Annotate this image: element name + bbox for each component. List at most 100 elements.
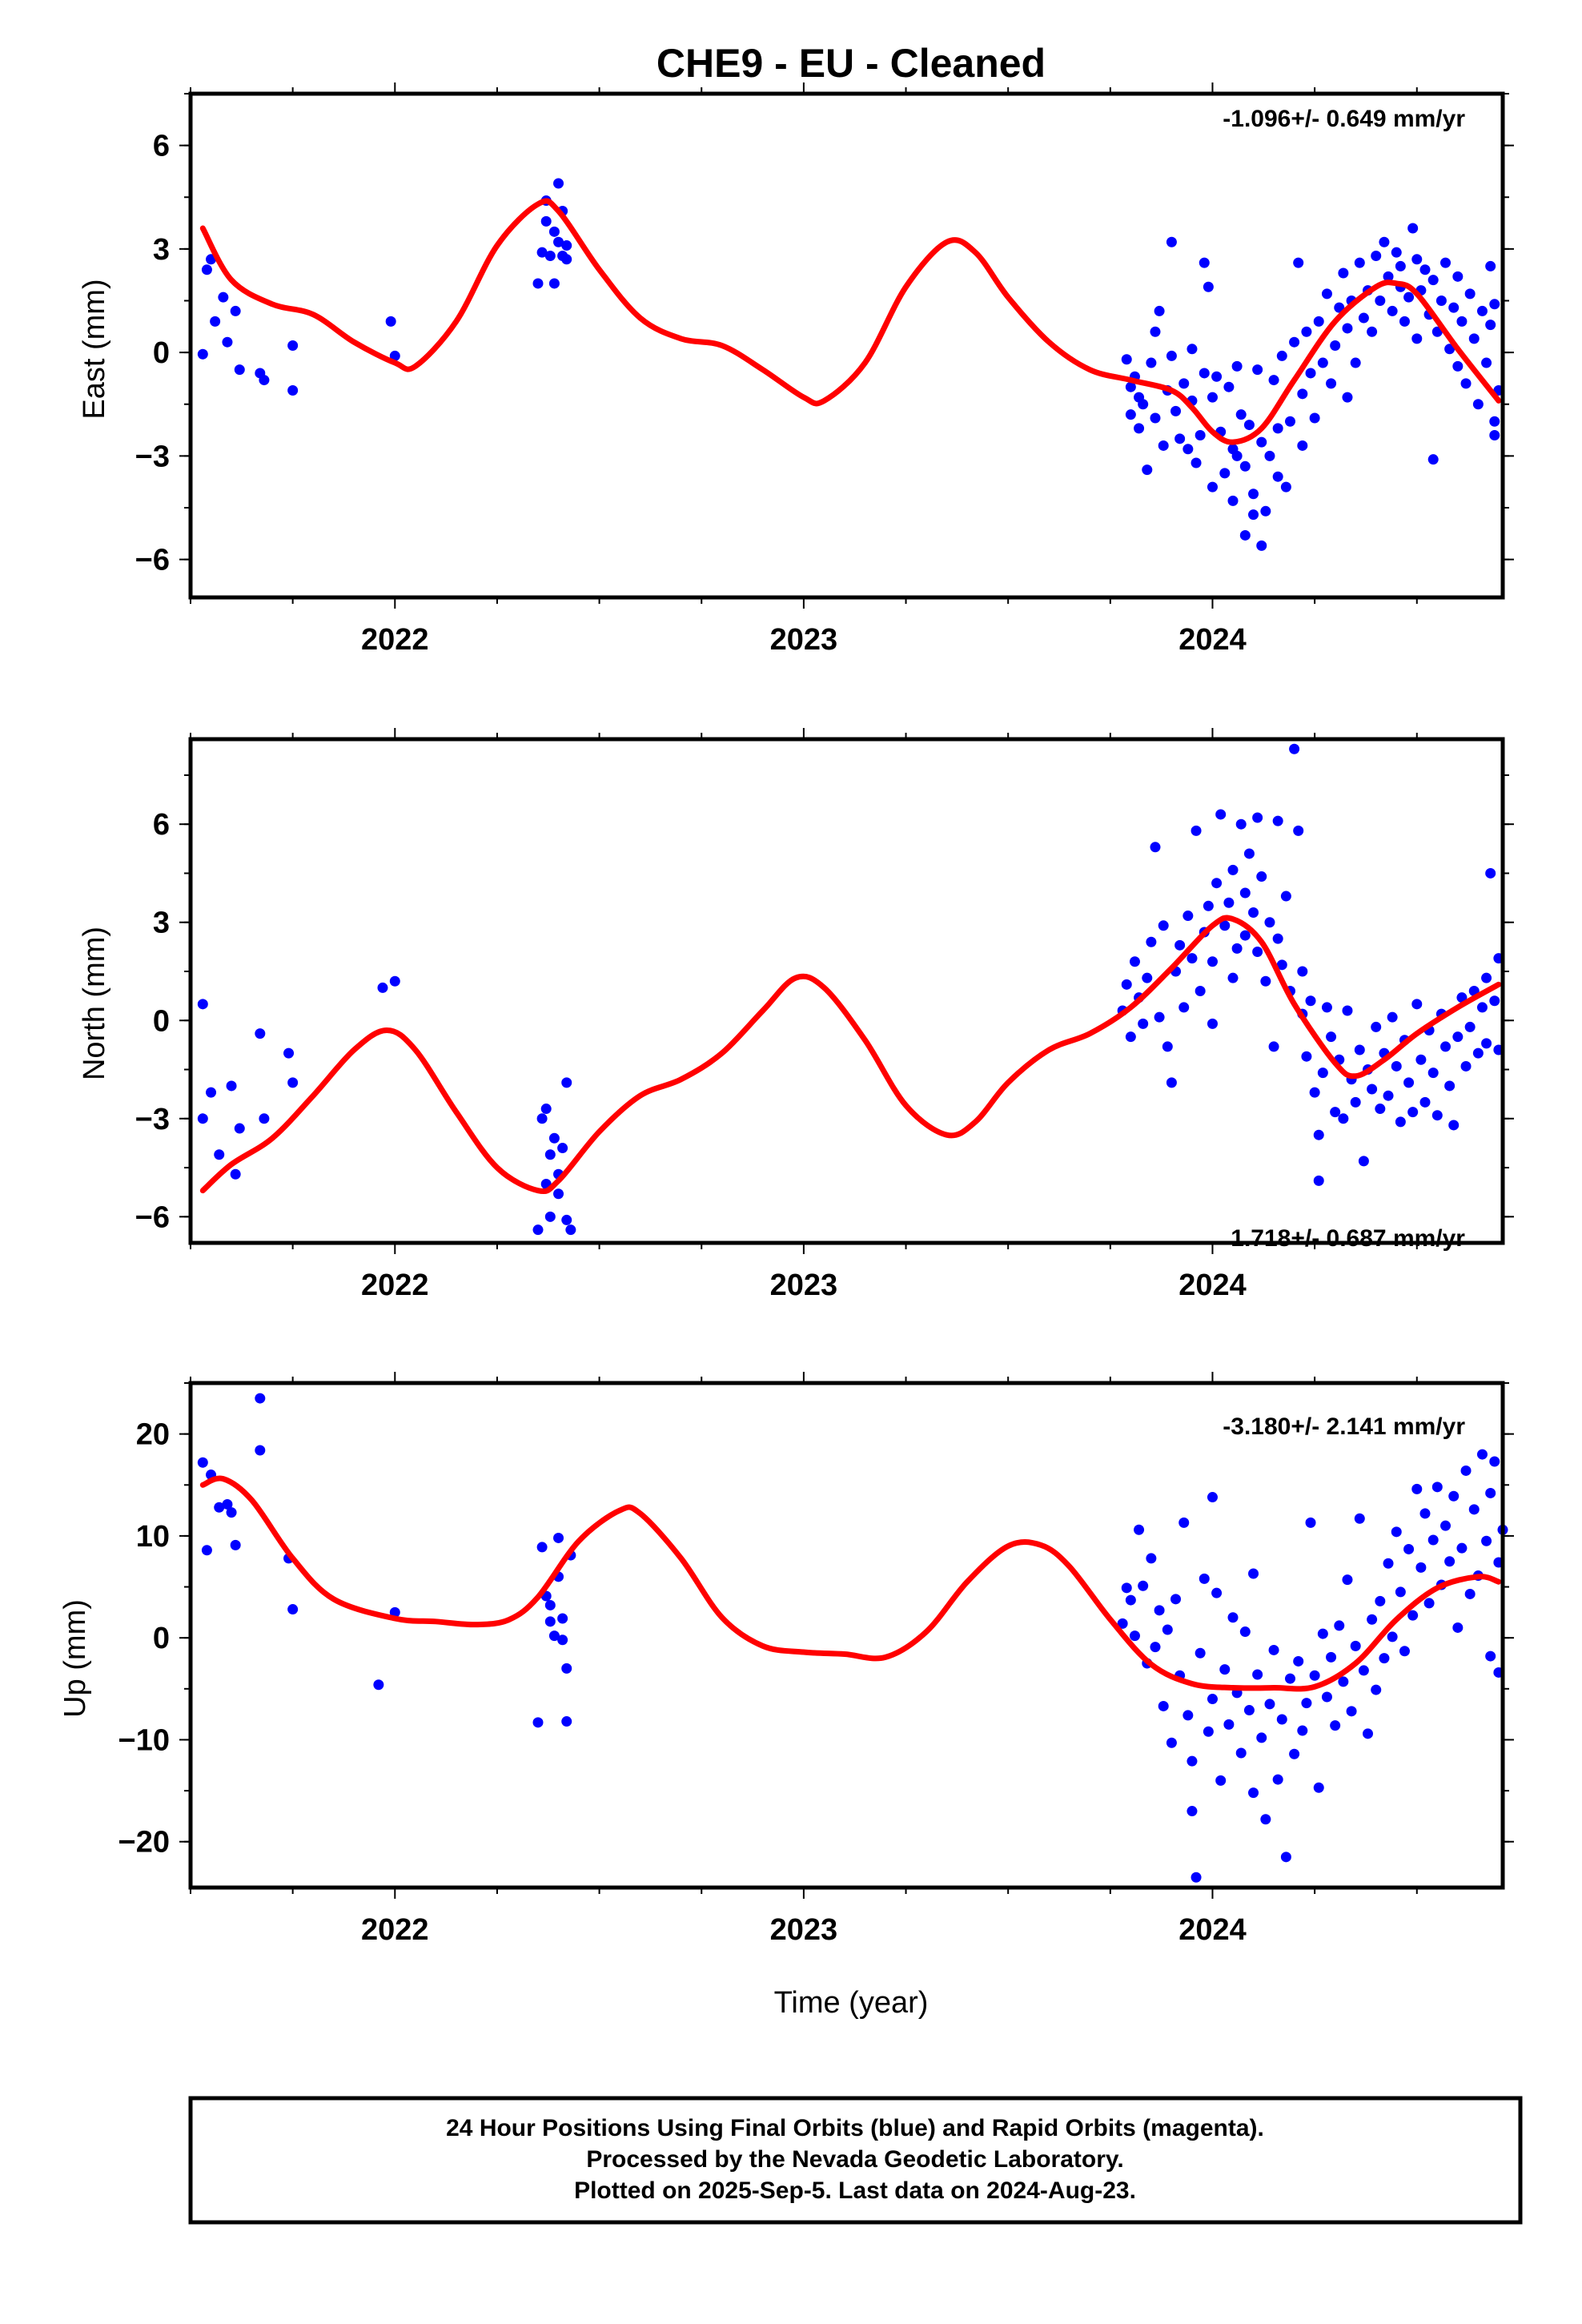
east-data-point [287, 340, 299, 351]
east-data-point [1387, 305, 1398, 316]
east-data-point [1146, 357, 1157, 368]
up-data-point [1313, 1782, 1324, 1793]
north-y-tick-label: 3 [153, 907, 170, 940]
up-data-point [561, 1663, 572, 1674]
up-data-point [1195, 1647, 1206, 1659]
north-x-tick-label: 2023 [770, 1269, 838, 1302]
east-data-point [532, 278, 544, 289]
north-data-point [1211, 878, 1223, 889]
up-data-point [1330, 1720, 1341, 1731]
east-data-point [1395, 260, 1406, 271]
up-data-point [1481, 1535, 1492, 1546]
north-data-point [1268, 1041, 1279, 1052]
east-data-point [1427, 454, 1439, 465]
north-data-point [532, 1224, 544, 1236]
north-data-point [561, 1214, 572, 1225]
east-data-point [1207, 481, 1218, 493]
up-data-point [1317, 1628, 1328, 1639]
east-data-point [1199, 368, 1210, 379]
up-data-point [1460, 1465, 1472, 1476]
north-data-point [1358, 1156, 1369, 1167]
east-data-point [1489, 299, 1500, 310]
up-data-point [1235, 1747, 1247, 1759]
east-y-tick-label: −3 [135, 440, 170, 473]
east-data-point [1219, 468, 1231, 479]
north-data-point [1383, 1090, 1394, 1101]
north-data-point [1191, 825, 1202, 836]
up-data-point [1117, 1618, 1128, 1629]
north-data-point [1342, 1005, 1353, 1016]
north-data-point [1448, 1120, 1460, 1131]
east-data-point [1301, 326, 1312, 337]
east-data-point [1125, 381, 1136, 392]
east-data-point [1231, 360, 1243, 372]
up-data-point [1284, 1673, 1295, 1684]
east-y-tick-label: 6 [153, 130, 170, 163]
up-data-point [1248, 1568, 1259, 1579]
north-data-point [1162, 1041, 1173, 1052]
up-data-point [230, 1539, 241, 1550]
east-data-point [1375, 295, 1386, 306]
up-data-point [1138, 1580, 1149, 1591]
north-data-point [1395, 1116, 1406, 1128]
east-data-point [1489, 416, 1500, 427]
north-data-point [1219, 920, 1231, 931]
east-data-point [197, 348, 208, 360]
east-data-point [259, 375, 270, 386]
east-data-point [1276, 350, 1287, 361]
north-frame [188, 737, 1505, 1245]
east-data-point [1485, 260, 1496, 271]
up-y-tick-label: −20 [118, 1826, 170, 1860]
up-data-point [1248, 1787, 1259, 1799]
east-data-point [1125, 409, 1136, 420]
up-data-point [1321, 1691, 1332, 1703]
east-data-point [1264, 450, 1275, 461]
up-data-point [1268, 1644, 1279, 1655]
east-data-point [1297, 440, 1308, 451]
north-data-point [1305, 995, 1316, 1007]
east-data-point [385, 316, 396, 327]
up-data-point [1280, 1852, 1291, 1863]
north-data-point [1195, 986, 1206, 996]
up-data-point [536, 1542, 548, 1553]
north-data-point [553, 1188, 564, 1200]
north-data-point [1138, 1018, 1149, 1029]
east-data-point [1326, 378, 1337, 389]
east-data-point [210, 316, 221, 327]
east-data-point [1342, 323, 1353, 334]
north-y-tick-label: −6 [135, 1200, 170, 1234]
up-data-point [1239, 1626, 1251, 1638]
north-data-point [1252, 812, 1263, 823]
up-data-point [1452, 1622, 1464, 1633]
east-data-point [1371, 250, 1382, 261]
north-data-point [1186, 953, 1198, 964]
north-data-point [1158, 920, 1169, 931]
east-data-point [1243, 420, 1255, 431]
up-data-point [1342, 1574, 1353, 1586]
north-data-point [287, 1077, 299, 1088]
north-data-point [544, 1211, 556, 1222]
north-data-point [1243, 848, 1255, 859]
up-data-point [548, 1630, 560, 1642]
up-y-tick-label: 10 [136, 1520, 170, 1554]
up-data-point [1182, 1710, 1194, 1721]
east-data-point [1235, 409, 1247, 420]
north-data-point [1272, 933, 1283, 944]
north-data-point [544, 1149, 556, 1160]
east-data-point [1489, 430, 1500, 441]
east-data-point [536, 247, 548, 258]
north-data-point [1464, 1021, 1476, 1032]
east-data-point [1150, 326, 1161, 337]
east-y-tick-label: 0 [153, 336, 170, 370]
up-data-point [1305, 1517, 1316, 1528]
east-data-point [1476, 305, 1488, 316]
up-data-point [544, 1616, 556, 1627]
east-data-point [1158, 440, 1169, 451]
north-data-point [214, 1149, 225, 1160]
north-data-point [1375, 1104, 1386, 1115]
north-data-point [1371, 1021, 1382, 1032]
up-data-point [1191, 1872, 1202, 1883]
east-data-point [1452, 271, 1464, 282]
up-data-point [1121, 1582, 1132, 1594]
